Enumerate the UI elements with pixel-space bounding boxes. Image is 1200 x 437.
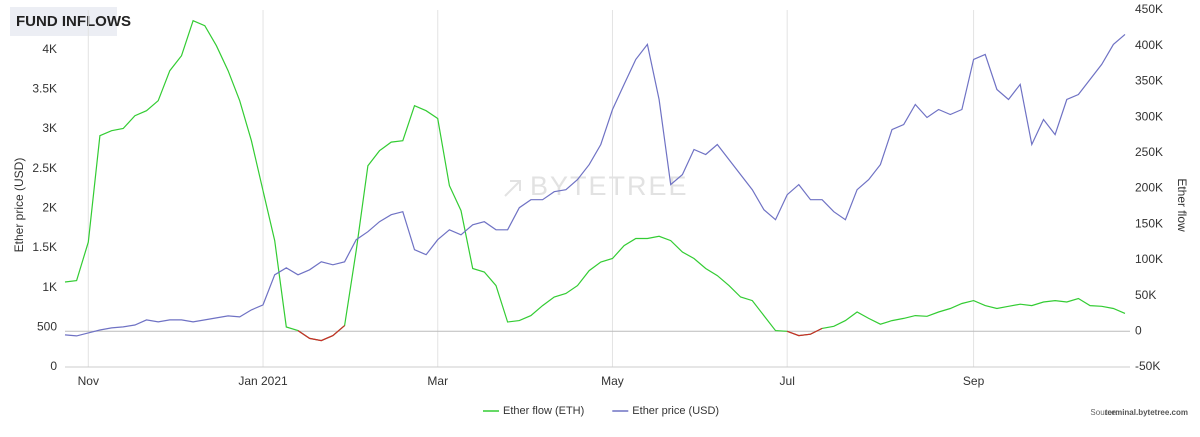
y2-tick-label: 50K: [1135, 288, 1156, 302]
x-tick-label: Sep: [963, 374, 985, 388]
y2-tick-label: 300K: [1135, 109, 1163, 123]
y2-tick-label: 250K: [1135, 145, 1163, 159]
line-series: [64, 19, 1126, 342]
y2-tick-label: 100K: [1135, 252, 1163, 266]
source-label: Source:: [1090, 408, 1118, 417]
chart-title: FUND INFLOWS: [16, 13, 131, 30]
negative-segment: [786, 327, 823, 337]
y2-tick-label: -50K: [1135, 359, 1160, 373]
x-tick-label: Nov: [78, 374, 99, 388]
y-tick-label: 1.5K: [32, 240, 57, 254]
y2-tick-label: 200K: [1135, 181, 1163, 195]
y-tick-label: 2.5K: [32, 161, 57, 175]
x-tick-label: Jan 2021: [238, 374, 288, 388]
y2-tick-label: 400K: [1135, 38, 1163, 52]
y2-tick-label: 450K: [1135, 2, 1163, 16]
y-tick-label: 1K: [42, 280, 57, 294]
x-tick-label: Mar: [427, 374, 448, 388]
watermark: BYTETREE: [530, 171, 689, 201]
y-tick-label: 500: [37, 320, 57, 334]
watermark-icon: [504, 180, 521, 197]
y-tick-label: 3.5K: [32, 82, 57, 96]
y-axis-label: Ether price (USD): [12, 158, 26, 253]
legend-label: Ether price (USD): [632, 405, 719, 417]
y2-axis-label: Ether flow: [1175, 178, 1189, 232]
title-box: [10, 7, 117, 36]
x-tick-label: May: [601, 374, 624, 388]
y-tick-label: 4K: [42, 42, 57, 56]
source: terminal.bytetree.com: [1105, 408, 1188, 417]
x-tick-label: Jul: [780, 374, 795, 388]
negative-segment: [297, 325, 345, 342]
line-series: [64, 33, 1126, 337]
y2-tick-label: 0: [1135, 323, 1142, 337]
y-tick-label: 0: [50, 359, 57, 373]
legend-label: Ether flow (ETH): [503, 405, 584, 417]
y2-tick-label: 150K: [1135, 216, 1163, 230]
y2-tick-label: 350K: [1135, 74, 1163, 88]
y-tick-label: 3K: [42, 121, 57, 135]
y-tick-label: 2K: [42, 201, 57, 215]
